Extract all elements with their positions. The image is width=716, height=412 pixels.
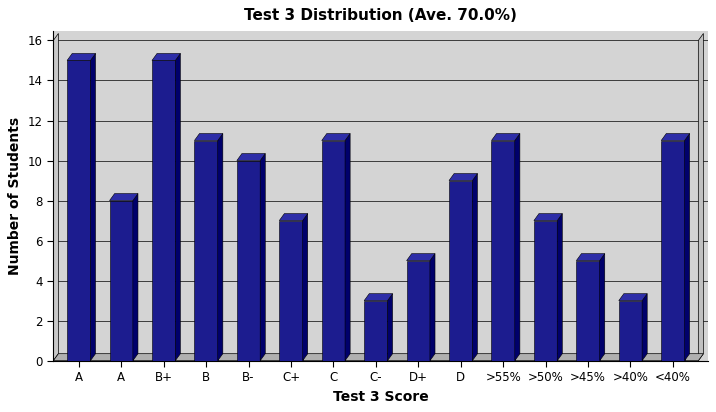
- Polygon shape: [152, 61, 175, 360]
- Polygon shape: [175, 54, 180, 360]
- Polygon shape: [364, 294, 392, 301]
- Polygon shape: [237, 161, 260, 360]
- Polygon shape: [345, 133, 350, 360]
- Polygon shape: [449, 173, 478, 180]
- Polygon shape: [90, 54, 95, 360]
- Polygon shape: [303, 213, 308, 360]
- Polygon shape: [491, 133, 520, 140]
- Polygon shape: [576, 261, 600, 360]
- Polygon shape: [67, 54, 95, 61]
- Polygon shape: [110, 201, 133, 360]
- Polygon shape: [321, 140, 345, 360]
- Polygon shape: [698, 33, 703, 361]
- Polygon shape: [515, 133, 520, 360]
- Polygon shape: [430, 254, 435, 360]
- Polygon shape: [237, 154, 265, 161]
- X-axis label: Test 3 Score: Test 3 Score: [333, 390, 428, 404]
- Polygon shape: [260, 154, 265, 360]
- Polygon shape: [407, 254, 435, 261]
- Polygon shape: [576, 254, 605, 261]
- Polygon shape: [110, 194, 138, 201]
- Polygon shape: [67, 61, 90, 360]
- Polygon shape: [491, 140, 515, 360]
- Polygon shape: [600, 254, 605, 360]
- Y-axis label: Number of Students: Number of Students: [9, 117, 22, 275]
- Polygon shape: [218, 133, 223, 360]
- Polygon shape: [53, 33, 59, 361]
- Polygon shape: [195, 133, 223, 140]
- Polygon shape: [53, 353, 703, 360]
- Polygon shape: [619, 301, 642, 360]
- Polygon shape: [661, 140, 684, 360]
- Polygon shape: [407, 261, 430, 360]
- Polygon shape: [473, 173, 478, 360]
- Polygon shape: [133, 194, 138, 360]
- Polygon shape: [661, 133, 690, 140]
- Polygon shape: [152, 54, 180, 61]
- Polygon shape: [195, 140, 218, 360]
- Polygon shape: [684, 133, 690, 360]
- Polygon shape: [534, 213, 562, 220]
- Polygon shape: [364, 301, 387, 360]
- Polygon shape: [449, 180, 473, 360]
- Polygon shape: [279, 220, 303, 360]
- Title: Test 3 Distribution (Ave. 70.0%): Test 3 Distribution (Ave. 70.0%): [244, 8, 517, 23]
- Polygon shape: [279, 213, 308, 220]
- Polygon shape: [642, 294, 647, 360]
- Polygon shape: [557, 213, 562, 360]
- Polygon shape: [387, 294, 392, 360]
- Polygon shape: [619, 294, 647, 301]
- Polygon shape: [321, 133, 350, 140]
- Polygon shape: [534, 220, 557, 360]
